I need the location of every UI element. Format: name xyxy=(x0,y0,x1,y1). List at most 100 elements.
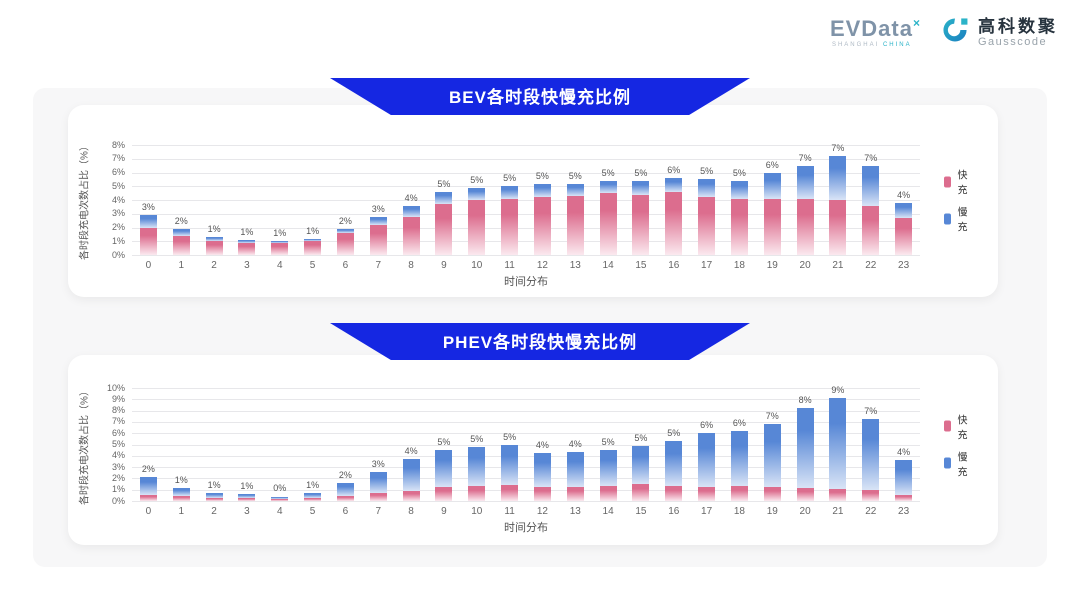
y-tick-label: 8% xyxy=(111,139,125,150)
bar-segment-slow xyxy=(566,183,584,196)
y-tick-label: 2% xyxy=(111,472,125,483)
bar-total-label: 7% xyxy=(798,152,812,163)
bar-segment-slow xyxy=(895,460,913,496)
bar-total-label: 5% xyxy=(568,170,582,181)
bar-segment-fast xyxy=(205,241,223,255)
evdata-logo: EVData× SHANGHAI CHINA xyxy=(829,15,921,48)
bar-total-label: 1% xyxy=(174,475,188,486)
bev-legend: 快充 慢充 xyxy=(944,167,971,234)
bar-segment-slow xyxy=(501,444,519,486)
bar-total-label: 5% xyxy=(700,166,714,177)
bar-segment-slow xyxy=(533,183,551,198)
legend-item[interactable]: 快充 xyxy=(944,411,971,441)
bar-segment-fast xyxy=(435,487,453,501)
bar-segment-fast xyxy=(336,495,354,501)
legend-swatch xyxy=(944,457,952,469)
bar-segment-slow xyxy=(336,482,354,496)
bar-total-label: 5% xyxy=(470,174,484,185)
gridline xyxy=(132,158,920,160)
gridline xyxy=(132,399,920,401)
bar-segment-fast xyxy=(435,204,453,255)
bar-segment-slow xyxy=(238,494,256,499)
bar-total-label: 7% xyxy=(864,152,878,163)
legend-item[interactable]: 慢充 xyxy=(944,448,971,478)
bar-segment-slow xyxy=(862,418,880,490)
bar-total-label: 5% xyxy=(503,431,517,442)
x-tick-label: 20 xyxy=(799,506,811,517)
bar-segment-fast xyxy=(895,495,913,501)
y-tick-label: 5% xyxy=(111,439,125,449)
bar-total-label: 7% xyxy=(831,143,845,153)
bar-segment-fast xyxy=(205,497,223,501)
bar-segment-fast xyxy=(533,197,551,255)
x-tick-label: 3 xyxy=(244,506,250,517)
gausscode-en-name: Gausscode xyxy=(978,35,1048,48)
bar-segment-fast xyxy=(763,486,781,501)
x-tick-label: 15 xyxy=(635,260,647,271)
x-tick-label: 21 xyxy=(832,506,844,517)
x-tick-label: 8 xyxy=(408,260,414,271)
bar-total-label: 1% xyxy=(306,225,320,236)
gridline xyxy=(132,433,920,435)
y-tick-label: 3% xyxy=(111,461,125,472)
phev-plot-area: 各时段充电次数占比（%） 时间分布 快充 慢充 0% 1% 2% 3% 4% 5% 6% 7% 8… xyxy=(80,383,968,535)
bar-total-label: 3% xyxy=(371,458,385,469)
bar-total-label: 5% xyxy=(437,178,451,189)
bar-total-label: 2% xyxy=(338,469,352,480)
x-tick-label: 19 xyxy=(766,506,778,517)
bar-segment-fast xyxy=(665,486,683,501)
bar-total-label: 1% xyxy=(240,481,254,492)
bar-segment-slow xyxy=(304,492,322,498)
bar-total-label: 5% xyxy=(437,437,451,448)
gridline xyxy=(132,467,920,469)
x-tick-label: 23 xyxy=(898,260,910,271)
legend-label: 快充 xyxy=(957,415,968,441)
gridline xyxy=(132,145,920,146)
x-tick-label: 16 xyxy=(668,506,680,517)
evdata-wordmark-text: EVData xyxy=(829,15,913,41)
gridline xyxy=(132,388,920,389)
gridline xyxy=(132,241,920,243)
bar-total-label: 7% xyxy=(765,411,779,422)
bar-segment-fast xyxy=(632,194,650,255)
bar-total-label: 4% xyxy=(897,189,911,200)
bar-segment-fast xyxy=(304,497,322,501)
bev-title-banner: BEV各时段快慢充比例 xyxy=(330,78,750,115)
bar-segment-slow xyxy=(796,165,814,199)
phev-chart: 各时段充电次数占比（%） 时间分布 快充 慢充 0% 1% 2% 3% 4% 5% 6% 7% 8… xyxy=(68,355,998,545)
bar-segment-fast xyxy=(730,198,748,255)
bar-segment-slow xyxy=(599,450,617,487)
legend-swatch xyxy=(944,420,952,432)
bar-segment-slow xyxy=(205,237,223,242)
bar-segment-slow xyxy=(730,430,748,487)
bar-segment-slow xyxy=(862,165,880,206)
phev-chart-card: 各时段充电次数占比（%） 时间分布 快充 慢充 0% 1% 2% 3% 4% 5% 6% 7% 8… xyxy=(68,355,998,545)
bar-segment-fast xyxy=(369,224,387,255)
bar-segment-fast xyxy=(862,205,880,255)
bar-segment-slow xyxy=(304,238,322,242)
x-tick-label: 17 xyxy=(701,506,713,517)
x-tick-label: 18 xyxy=(733,260,745,271)
bar-segment-slow xyxy=(172,488,190,497)
x-tick-label: 1 xyxy=(178,260,185,271)
bar-total-label: 5% xyxy=(601,437,615,448)
y-tick-label: 5% xyxy=(111,180,125,191)
gridline xyxy=(132,489,920,491)
legend-item[interactable]: 快充 xyxy=(944,167,971,197)
bar-total-label: 1% xyxy=(240,226,254,237)
bar-total-label: 2% xyxy=(141,464,155,475)
legend-item[interactable]: 慢充 xyxy=(944,204,971,234)
x-tick-label: 9 xyxy=(441,506,447,517)
gridline xyxy=(132,213,920,215)
phev-chart-title: PHEV各时段快慢充比例 xyxy=(442,333,638,352)
bar-total-label: 1% xyxy=(207,479,221,490)
bar-segment-slow xyxy=(665,441,683,487)
bar-segment-fast xyxy=(271,498,289,501)
bar-segment-fast xyxy=(698,486,716,501)
bar-total-label: 6% xyxy=(667,165,681,175)
evdata-tagline: SHANGHAI CHINA xyxy=(830,42,912,48)
bev-plot-area: 各时段充电次数占比（%） 时间分布 快充 慢充 0% 1% 2% 3% 4% 5% 6% 7% 8… xyxy=(80,140,968,289)
bar-segment-slow xyxy=(730,180,748,199)
bar-segment-slow xyxy=(829,398,847,490)
x-tick-label: 11 xyxy=(504,506,515,517)
